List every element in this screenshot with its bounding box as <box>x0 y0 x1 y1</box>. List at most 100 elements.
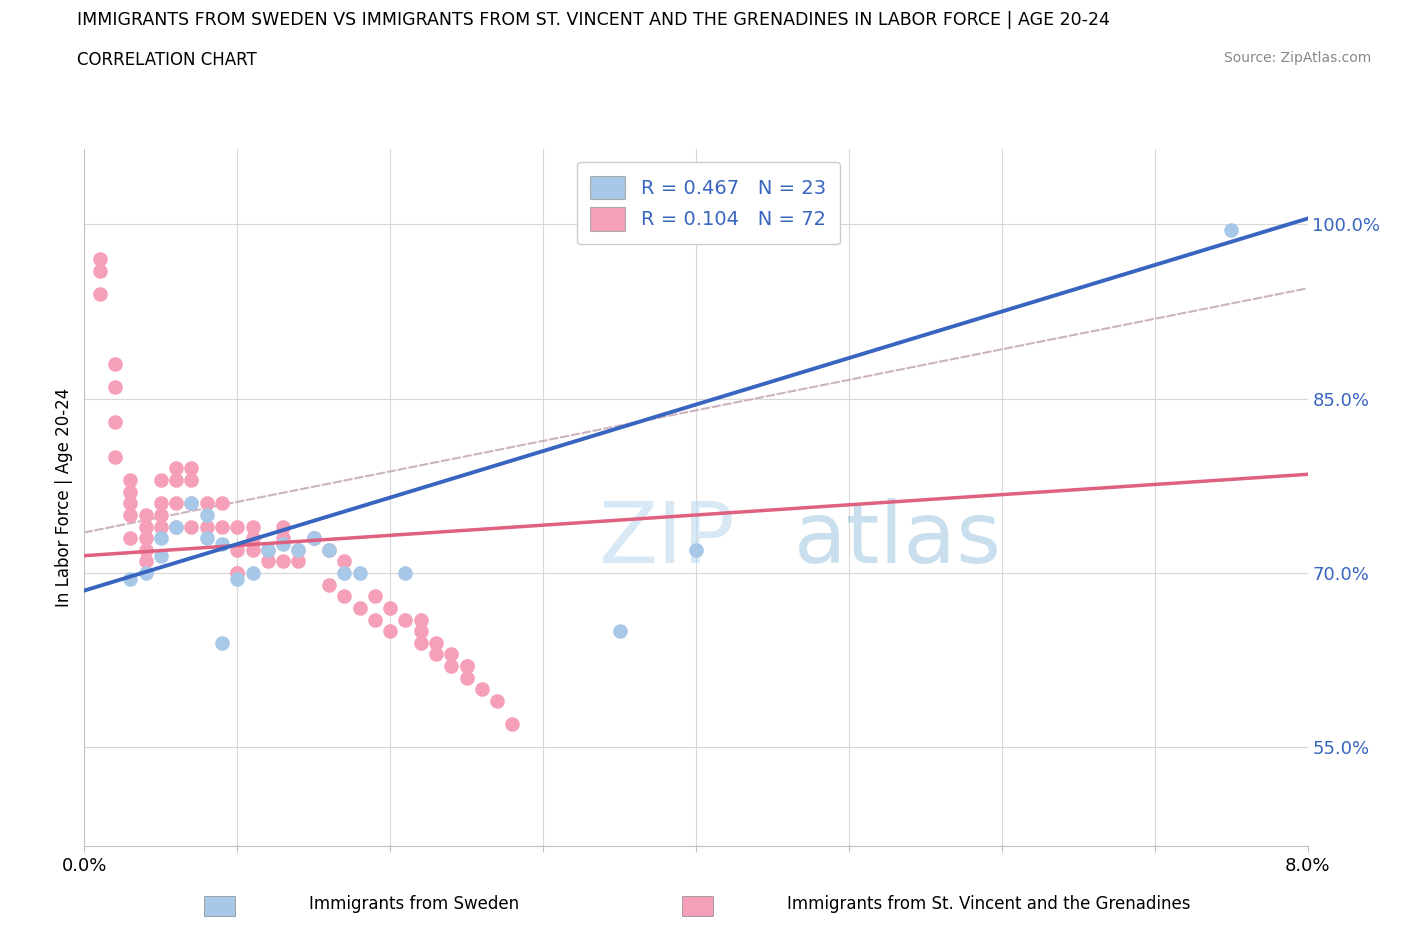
Point <box>302 531 325 546</box>
Point <box>211 635 233 650</box>
Point <box>456 658 478 673</box>
Text: ZIP: ZIP <box>598 498 734 581</box>
Point <box>318 578 340 592</box>
Point <box>104 415 127 430</box>
Text: IMMIGRANTS FROM SWEDEN VS IMMIGRANTS FROM ST. VINCENT AND THE GRENADINES IN LABO: IMMIGRANTS FROM SWEDEN VS IMMIGRANTS FRO… <box>77 11 1111 29</box>
Point <box>135 554 157 569</box>
Point <box>302 531 325 546</box>
Point <box>257 554 280 569</box>
Point <box>349 601 371 616</box>
Point <box>318 542 340 557</box>
Point <box>180 461 202 476</box>
Point <box>211 537 233 551</box>
Point <box>135 519 157 534</box>
Point <box>394 612 416 627</box>
Point <box>271 531 294 546</box>
Point <box>165 519 187 534</box>
Point <box>104 356 127 371</box>
Point <box>149 496 172 511</box>
Point <box>380 624 402 639</box>
Point <box>380 601 402 616</box>
Point <box>226 519 249 534</box>
Point <box>149 549 172 564</box>
Point <box>165 472 187 487</box>
Point <box>104 379 127 394</box>
Point <box>440 658 463 673</box>
Legend: R = 0.467   N = 23, R = 0.104   N = 72: R = 0.467 N = 23, R = 0.104 N = 72 <box>576 162 839 245</box>
Point <box>120 508 142 523</box>
Point <box>104 449 127 464</box>
Point <box>440 647 463 662</box>
Point <box>135 565 157 580</box>
Point <box>211 519 233 534</box>
Point <box>394 565 416 580</box>
Point <box>149 531 172 546</box>
Point <box>1220 223 1243 238</box>
Point <box>195 531 218 546</box>
Text: Immigrants from Sweden: Immigrants from Sweden <box>309 895 519 913</box>
Point <box>89 263 111 278</box>
Point <box>195 508 218 523</box>
Point <box>135 508 157 523</box>
Point <box>318 542 340 557</box>
Point <box>165 496 187 511</box>
Point <box>409 624 432 639</box>
Text: Source: ZipAtlas.com: Source: ZipAtlas.com <box>1223 51 1371 65</box>
Point <box>226 565 249 580</box>
Point <box>165 519 187 534</box>
Text: Immigrants from St. Vincent and the Grenadines: Immigrants from St. Vincent and the Gren… <box>787 895 1191 913</box>
Point <box>271 519 294 534</box>
Point <box>685 542 707 557</box>
Point <box>226 542 249 557</box>
Point <box>149 508 172 523</box>
Point <box>333 554 356 569</box>
Point <box>120 496 142 511</box>
Point <box>180 496 202 511</box>
Point <box>257 542 280 557</box>
Point <box>349 565 371 580</box>
Point <box>180 472 202 487</box>
Point <box>409 612 432 627</box>
Point <box>242 531 264 546</box>
Point <box>226 565 249 580</box>
Point <box>195 519 218 534</box>
Point <box>271 537 294 551</box>
Point <box>149 519 172 534</box>
Point <box>287 542 309 557</box>
Point <box>456 658 478 673</box>
Point <box>364 612 387 627</box>
Point <box>180 519 202 534</box>
Point <box>333 589 356 604</box>
Point <box>120 485 142 499</box>
Point <box>226 571 249 587</box>
Point <box>287 542 309 557</box>
Point <box>425 647 447 662</box>
Text: CORRELATION CHART: CORRELATION CHART <box>77 51 257 69</box>
Point <box>501 717 523 732</box>
Point <box>242 519 264 534</box>
Point <box>609 624 631 639</box>
Point <box>135 542 157 557</box>
Point <box>180 496 202 511</box>
Point <box>271 554 294 569</box>
Text: atlas: atlas <box>794 498 1002 581</box>
Point <box>425 635 447 650</box>
Point <box>486 694 509 709</box>
Point <box>257 542 280 557</box>
Point <box>456 671 478 685</box>
Point <box>333 565 356 580</box>
Point <box>364 589 387 604</box>
Point <box>195 496 218 511</box>
Point <box>242 542 264 557</box>
Point <box>120 472 142 487</box>
Point <box>302 531 325 546</box>
Y-axis label: In Labor Force | Age 20-24: In Labor Force | Age 20-24 <box>55 388 73 607</box>
Point <box>120 571 142 587</box>
Point <box>287 554 309 569</box>
Point <box>89 252 111 267</box>
Point <box>211 496 233 511</box>
Point <box>120 531 142 546</box>
Point <box>242 565 264 580</box>
Point <box>149 472 172 487</box>
Point <box>165 461 187 476</box>
